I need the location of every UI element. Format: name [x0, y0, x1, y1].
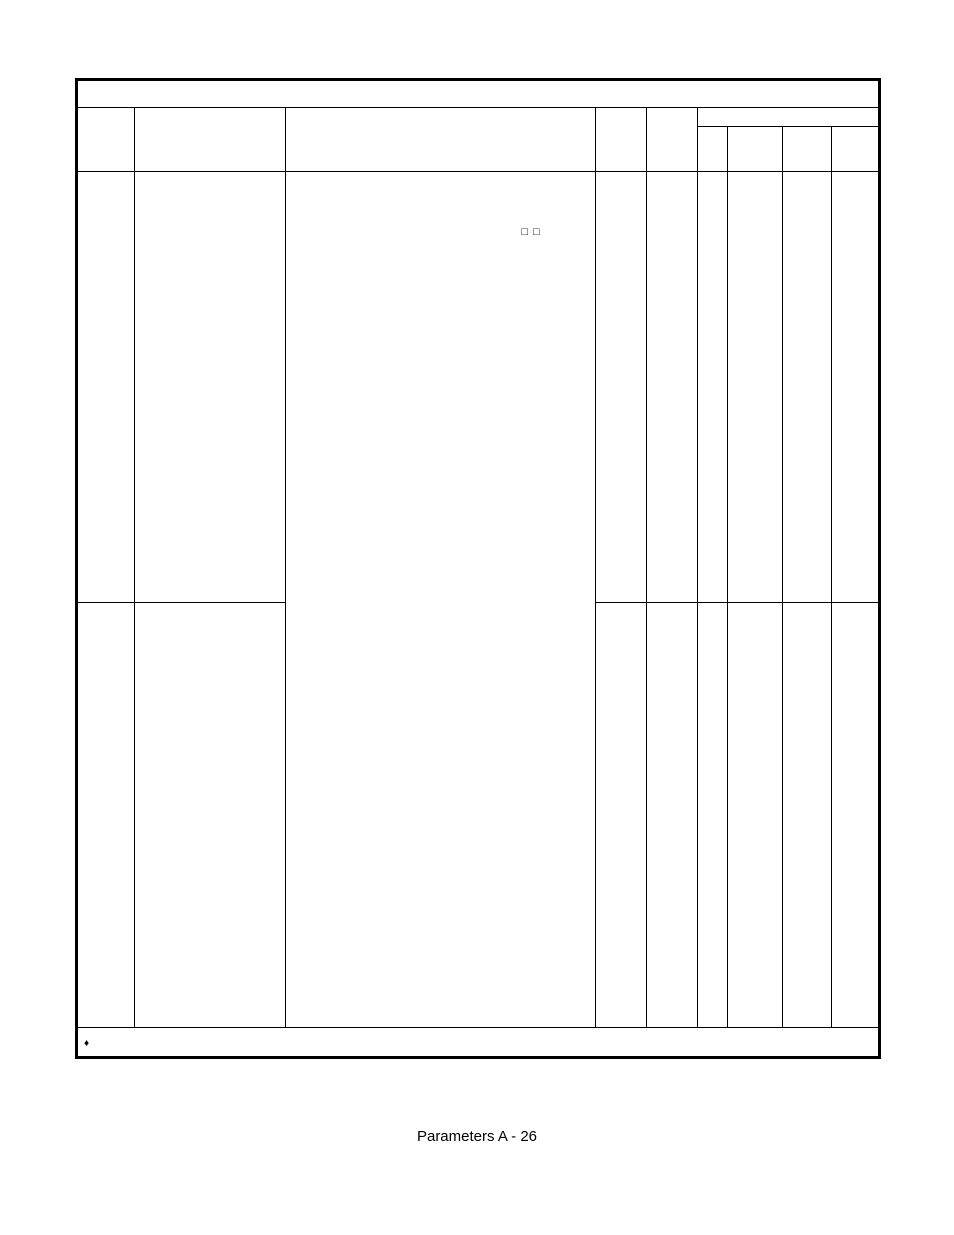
col-header-def [595, 108, 646, 172]
cell-range [646, 172, 697, 603]
col-header-m1 [697, 127, 728, 172]
cell-no [78, 603, 135, 1028]
cell-m3 [783, 603, 832, 1028]
cell-m1 [697, 172, 728, 603]
col-header-no [78, 108, 135, 172]
cell-m1 [697, 603, 728, 1028]
col-header-m3 [783, 127, 832, 172]
table-header-row-1 [78, 108, 879, 127]
parameter-table-container: □ □ [75, 78, 881, 1059]
cell-m4 [832, 603, 879, 1028]
col-header-m4 [832, 127, 879, 172]
squares-icon: □ □ [521, 226, 540, 239]
cell-m2 [728, 603, 783, 1028]
cell-no [78, 172, 135, 603]
page-footer: Parameters A - 26 [0, 1128, 954, 1145]
cell-default [595, 172, 646, 603]
col-header-m2 [728, 127, 783, 172]
cell-m2 [728, 172, 783, 603]
page: □ □ [0, 0, 954, 1235]
table-title-row [78, 81, 879, 108]
cell-m3 [783, 172, 832, 603]
cell-name [135, 603, 286, 1028]
col-header-desc [285, 108, 595, 172]
cell-m4 [832, 172, 879, 603]
cell-default [595, 603, 646, 1028]
table-title [78, 81, 879, 108]
diamond-icon: ♦ [84, 1038, 89, 1050]
table-footnote-row: ♦ [78, 1028, 879, 1057]
table-row: □ □ [78, 172, 879, 603]
cell-description: □ □ [285, 172, 595, 1028]
col-header-modes-group [697, 108, 878, 127]
table-footnote: ♦ [78, 1028, 879, 1057]
cell-name [135, 172, 286, 603]
parameter-table: □ □ [77, 80, 879, 1057]
cell-range [646, 603, 697, 1028]
col-header-name [135, 108, 286, 172]
col-header-range [646, 108, 697, 172]
